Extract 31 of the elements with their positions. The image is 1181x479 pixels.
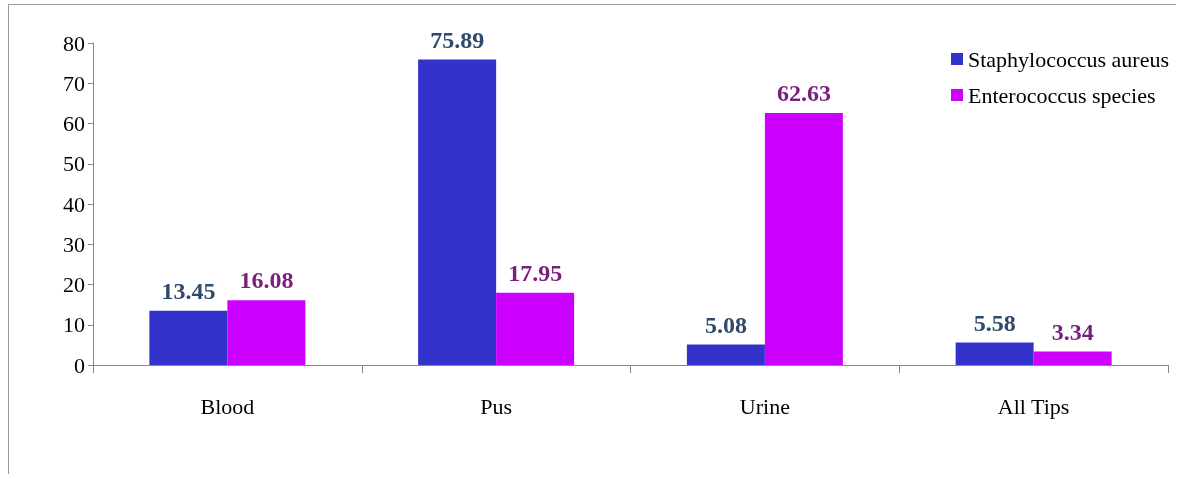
x-tick-label: Pus <box>480 393 513 419</box>
y-tick-label: 40 <box>63 191 85 217</box>
bar <box>227 300 306 365</box>
legend-label: Enterococcus species <box>968 82 1156 108</box>
data-label: 5.08 <box>704 311 747 338</box>
data-label: 5.58 <box>973 309 1016 336</box>
data-label: 16.08 <box>239 267 294 294</box>
x-tick-label: Blood <box>200 393 255 419</box>
y-tick-label: 10 <box>63 312 85 338</box>
bar <box>496 292 575 365</box>
y-tick-label: 60 <box>63 111 85 136</box>
x-tick-label: All Tips <box>997 393 1070 419</box>
bar <box>1033 351 1112 365</box>
bar <box>955 342 1034 365</box>
y-tick-label: 30 <box>63 231 85 257</box>
data-label: 13.45 <box>161 277 216 304</box>
y-tick-label: 0 <box>74 352 85 378</box>
data-label: 3.34 <box>1051 318 1094 345</box>
bar <box>764 112 843 365</box>
data-label: 62.63 <box>776 79 831 106</box>
data-label: 75.89 <box>430 26 485 53</box>
y-tick-label: 50 <box>63 151 85 177</box>
legend-label: Staphylococcus aureus <box>968 46 1169 72</box>
bar <box>149 310 228 365</box>
x-tick-label: Urine <box>739 393 790 419</box>
y-tick-label: 70 <box>63 70 85 96</box>
y-tick-label: 20 <box>63 272 85 297</box>
bar <box>686 344 765 365</box>
bar <box>418 59 497 365</box>
y-tick-label: 80 <box>63 30 85 56</box>
data-label: 17.95 <box>508 259 563 286</box>
